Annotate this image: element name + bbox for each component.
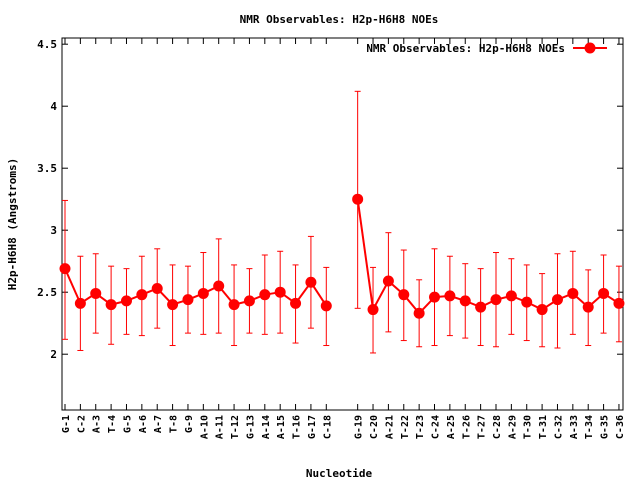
legend-marker bbox=[584, 42, 596, 54]
x-axis-label: Nucleotide bbox=[306, 467, 373, 480]
x-tick-label: A-10 bbox=[199, 415, 210, 439]
y-tick-label: 4.5 bbox=[37, 38, 57, 51]
x-tick-label: C-18 bbox=[322, 415, 333, 439]
x-tick-label: T-26 bbox=[461, 415, 472, 439]
x-tick-label: A-21 bbox=[384, 415, 395, 439]
x-tick-label: T-4 bbox=[107, 415, 118, 433]
x-tick-label: G-5 bbox=[122, 415, 133, 433]
x-tick-label: T-34 bbox=[584, 415, 595, 439]
x-tick-label: A-11 bbox=[215, 415, 226, 439]
x-tick-label: T-27 bbox=[477, 415, 488, 439]
data-point bbox=[459, 295, 471, 307]
x-tick-label: C-32 bbox=[553, 415, 564, 439]
data-point bbox=[582, 301, 594, 313]
legend-label: NMR Observables: H2p-H6H8 NOEs bbox=[366, 42, 565, 55]
y-axis-label: H2p-H6H8 (Angstroms) bbox=[6, 158, 19, 290]
series-layer bbox=[59, 90, 625, 354]
data-point bbox=[105, 299, 117, 311]
data-point bbox=[213, 280, 225, 292]
plot-frame bbox=[61, 37, 624, 411]
x-tick-label: T-12 bbox=[230, 415, 241, 439]
x-tick-label: T-16 bbox=[292, 415, 303, 439]
data-point bbox=[382, 275, 394, 287]
x-tick-label: T-31 bbox=[538, 415, 549, 439]
data-point bbox=[90, 287, 102, 299]
data-point bbox=[59, 263, 71, 275]
y-tick-label: 4 bbox=[50, 100, 57, 113]
y-axis: 2 2.5 3 3.5 4 4.5 bbox=[37, 38, 623, 361]
data-point bbox=[167, 299, 179, 311]
x-tick-label: A-6 bbox=[138, 415, 149, 433]
x-tick-label: C-28 bbox=[492, 415, 503, 439]
data-point bbox=[197, 287, 209, 299]
data-point bbox=[444, 290, 456, 302]
x-tick-label: A-29 bbox=[507, 415, 518, 439]
data-point bbox=[136, 289, 148, 301]
data-point bbox=[182, 294, 194, 306]
data-point bbox=[551, 294, 563, 306]
x-tick-label: A-3 bbox=[92, 415, 103, 433]
x-tick-label: A-15 bbox=[276, 415, 287, 439]
x-tick-label: G-17 bbox=[307, 415, 318, 439]
x-axis: G-1 C-2 A-3 T-4 G-5 A-6 A-7 T-8 G-9 A-10 A-11 T-12 G… bbox=[61, 38, 626, 439]
x-tick-label: C-24 bbox=[431, 415, 442, 439]
data-point bbox=[490, 294, 502, 306]
data-point bbox=[228, 299, 240, 311]
x-tick-label: G-9 bbox=[184, 415, 195, 433]
data-point bbox=[120, 295, 132, 307]
data-point bbox=[320, 300, 332, 312]
x-tick-label: T-22 bbox=[400, 415, 411, 439]
data-point bbox=[305, 276, 317, 288]
x-tick-label: G-35 bbox=[600, 415, 611, 439]
data-point bbox=[536, 304, 548, 316]
y-tick-label: 2 bbox=[50, 348, 57, 361]
x-tick-label: G-13 bbox=[245, 415, 256, 439]
data-point bbox=[413, 307, 425, 319]
legend: NMR Observables: H2p-H6H8 NOEs bbox=[366, 42, 607, 55]
data-point bbox=[475, 301, 487, 313]
x-tick-label: T-23 bbox=[415, 415, 426, 439]
x-tick-label: G-1 bbox=[61, 415, 72, 433]
series-line-segment bbox=[64, 268, 82, 304]
data-point bbox=[505, 290, 517, 302]
data-point bbox=[243, 295, 255, 307]
data-point bbox=[259, 289, 271, 301]
data-point bbox=[429, 291, 441, 303]
y-tick-label: 2.5 bbox=[37, 286, 57, 299]
data-point bbox=[521, 296, 533, 308]
data-point bbox=[367, 304, 379, 316]
x-tick-label: T-8 bbox=[169, 415, 180, 433]
x-tick-label: C-36 bbox=[615, 415, 626, 439]
y-tick-label: 3.5 bbox=[37, 162, 57, 175]
x-tick-label: T-30 bbox=[523, 415, 534, 439]
data-point bbox=[613, 297, 625, 309]
data-point bbox=[274, 286, 286, 298]
series-line-segment bbox=[356, 199, 375, 310]
x-tick-label: A-33 bbox=[569, 415, 580, 439]
data-point bbox=[352, 193, 364, 205]
x-tick-label: G-19 bbox=[354, 415, 365, 439]
data-point bbox=[398, 289, 410, 301]
x-tick-label: C-2 bbox=[76, 415, 87, 433]
data-point bbox=[74, 297, 86, 309]
chart-title: NMR Observables: H2p-H6H8 NOEs bbox=[240, 13, 439, 26]
x-tick-label: A-14 bbox=[261, 415, 272, 439]
data-point bbox=[151, 282, 163, 294]
x-tick-label: A-25 bbox=[446, 415, 457, 439]
x-tick-label: A-7 bbox=[153, 415, 164, 433]
x-tick-label: C-20 bbox=[369, 415, 380, 439]
y-tick-label: 3 bbox=[50, 224, 57, 237]
data-point bbox=[567, 287, 579, 299]
data-point bbox=[290, 297, 302, 309]
data-point bbox=[598, 287, 610, 299]
